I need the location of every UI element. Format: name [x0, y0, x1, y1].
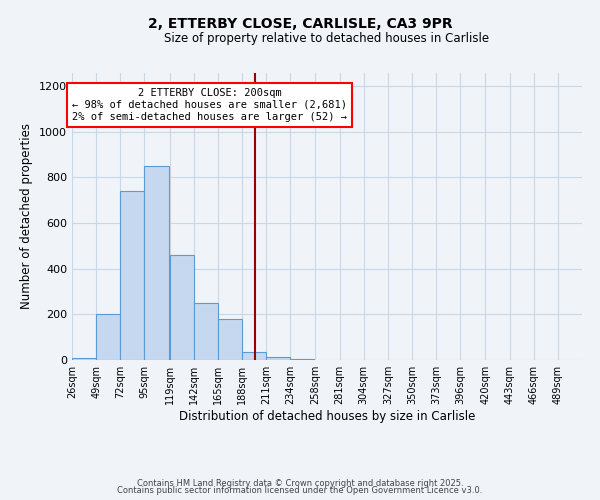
Bar — [96, 314, 120, 360]
Bar — [218, 319, 242, 360]
Bar — [72, 358, 96, 360]
Title: Size of property relative to detached houses in Carlisle: Size of property relative to detached ho… — [164, 32, 490, 45]
Bar — [266, 356, 290, 360]
Bar — [290, 359, 314, 360]
Bar — [170, 255, 194, 360]
X-axis label: Distribution of detached houses by size in Carlisle: Distribution of detached houses by size … — [179, 410, 475, 423]
Bar — [194, 303, 218, 360]
Text: 2, ETTERBY CLOSE, CARLISLE, CA3 9PR: 2, ETTERBY CLOSE, CARLISLE, CA3 9PR — [148, 18, 452, 32]
Y-axis label: Number of detached properties: Number of detached properties — [20, 123, 34, 309]
Text: 2 ETTERBY CLOSE: 200sqm
← 98% of detached houses are smaller (2,681)
2% of semi-: 2 ETTERBY CLOSE: 200sqm ← 98% of detache… — [72, 88, 347, 122]
Bar — [242, 352, 266, 360]
Bar — [120, 191, 145, 360]
Bar — [145, 166, 169, 360]
Text: Contains public sector information licensed under the Open Government Licence v3: Contains public sector information licen… — [118, 486, 482, 495]
Text: Contains HM Land Registry data © Crown copyright and database right 2025.: Contains HM Land Registry data © Crown c… — [137, 478, 463, 488]
